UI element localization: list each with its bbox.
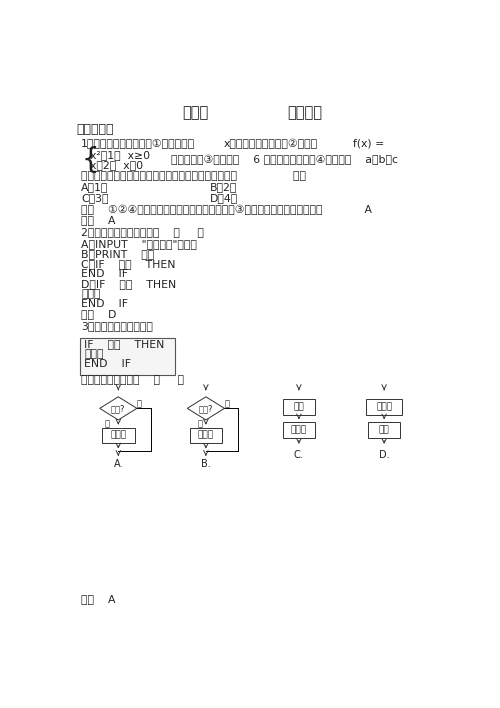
Text: 条件?: 条件? [198, 404, 213, 413]
FancyBboxPatch shape [80, 338, 175, 375]
Text: A.: A. [114, 459, 123, 469]
Text: 第一章: 第一章 [182, 105, 209, 120]
Text: 一、选择题: 一、选择题 [76, 123, 114, 136]
Text: 是: 是 [224, 399, 230, 409]
Text: 否: 否 [136, 399, 141, 409]
Text: END    IF: END IF [81, 268, 128, 279]
Text: x²－1，  x≥0: x²－1， x≥0 [90, 150, 150, 160]
Text: 的函数值；③求面积为    6 的正方形的周长；④求三个数    a，b，c: 的函数值；③求面积为 6 的正方形的周长；④求三个数 a，b，c [171, 154, 398, 165]
Text: 3．已如条件语句如下：: 3．已如条件语句如下： [81, 321, 153, 331]
Text: f(x) =: f(x) = [353, 139, 384, 149]
Text: 语句体: 语句体 [81, 289, 100, 299]
Text: 条件语句: 条件语句 [287, 105, 322, 120]
Text: 其对应的条件结构是    （     ）: 其对应的条件结构是 （ ） [81, 375, 184, 385]
Text: 2．条件语句的格式可以是    （     ）: 2．条件语句的格式可以是 （ ） [81, 227, 204, 237]
FancyBboxPatch shape [368, 422, 400, 438]
Polygon shape [100, 396, 137, 420]
FancyBboxPatch shape [102, 428, 134, 443]
Text: END    IF: END IF [81, 299, 128, 309]
Text: 答案    A: 答案 A [81, 594, 116, 605]
Text: 答案    D: 答案 D [81, 309, 116, 319]
Text: 条件: 条件 [379, 426, 390, 435]
Text: x＋2，  x＜0: x＋2， x＜0 [90, 160, 144, 170]
Text: B．2个: B．2个 [210, 183, 237, 193]
Text: C．IF    条件    THEN: C．IF 条件 THEN [81, 258, 176, 268]
FancyBboxPatch shape [282, 399, 315, 414]
Text: 答案    A: 答案 A [81, 215, 116, 225]
Text: {: { [81, 146, 98, 173]
Text: 语句体: 语句体 [110, 430, 126, 440]
Text: 语句体: 语句体 [376, 402, 392, 411]
FancyBboxPatch shape [190, 428, 222, 443]
Text: 语句体: 语句体 [198, 430, 214, 440]
Text: IF    条件    THEN: IF 条件 THEN [84, 339, 164, 350]
Text: C．3个: C．3个 [81, 193, 108, 203]
Text: 语句体: 语句体 [291, 426, 307, 435]
Text: A．1个: A．1个 [81, 183, 108, 193]
Polygon shape [188, 396, 224, 420]
Text: END    IF: END IF [84, 360, 131, 370]
Text: C.: C. [294, 450, 304, 459]
Text: B．PRINT    变量: B．PRINT 变量 [81, 249, 154, 258]
Text: x，输出它的绝对值；②求函数: x，输出它的绝对值；②求函数 [224, 138, 318, 149]
Text: 解析    ①②④都需要条件语句描述其算法，只有③不需用条件语句描述，故选            A: 解析 ①②④都需要条件语句描述其算法，只有③不需用条件语句描述，故选 A [81, 205, 372, 215]
Text: B.: B. [201, 459, 211, 469]
Text: D.: D. [379, 450, 390, 459]
Text: 1．给出以下四个问题，①输入一个数: 1．给出以下四个问题，①输入一个数 [81, 139, 195, 149]
Text: 语句体: 语句体 [84, 350, 103, 360]
Text: A．INPUT    "提示内容"；变量: A．INPUT "提示内容"；变量 [81, 239, 197, 249]
Text: 是: 是 [105, 419, 110, 428]
Text: D．IF    条件    THEN: D．IF 条件 THEN [81, 279, 176, 289]
Text: 条件?: 条件? [111, 404, 126, 413]
FancyBboxPatch shape [366, 399, 402, 414]
Text: D．4个: D．4个 [210, 193, 238, 203]
FancyBboxPatch shape [282, 422, 315, 438]
Text: 否: 否 [197, 419, 202, 428]
Text: 条件: 条件 [294, 402, 304, 411]
Text: 中的最大数，其中不需要用条件语句来描述其算法的有                （）: 中的最大数，其中不需要用条件语句来描述其算法的有 （） [81, 171, 306, 181]
